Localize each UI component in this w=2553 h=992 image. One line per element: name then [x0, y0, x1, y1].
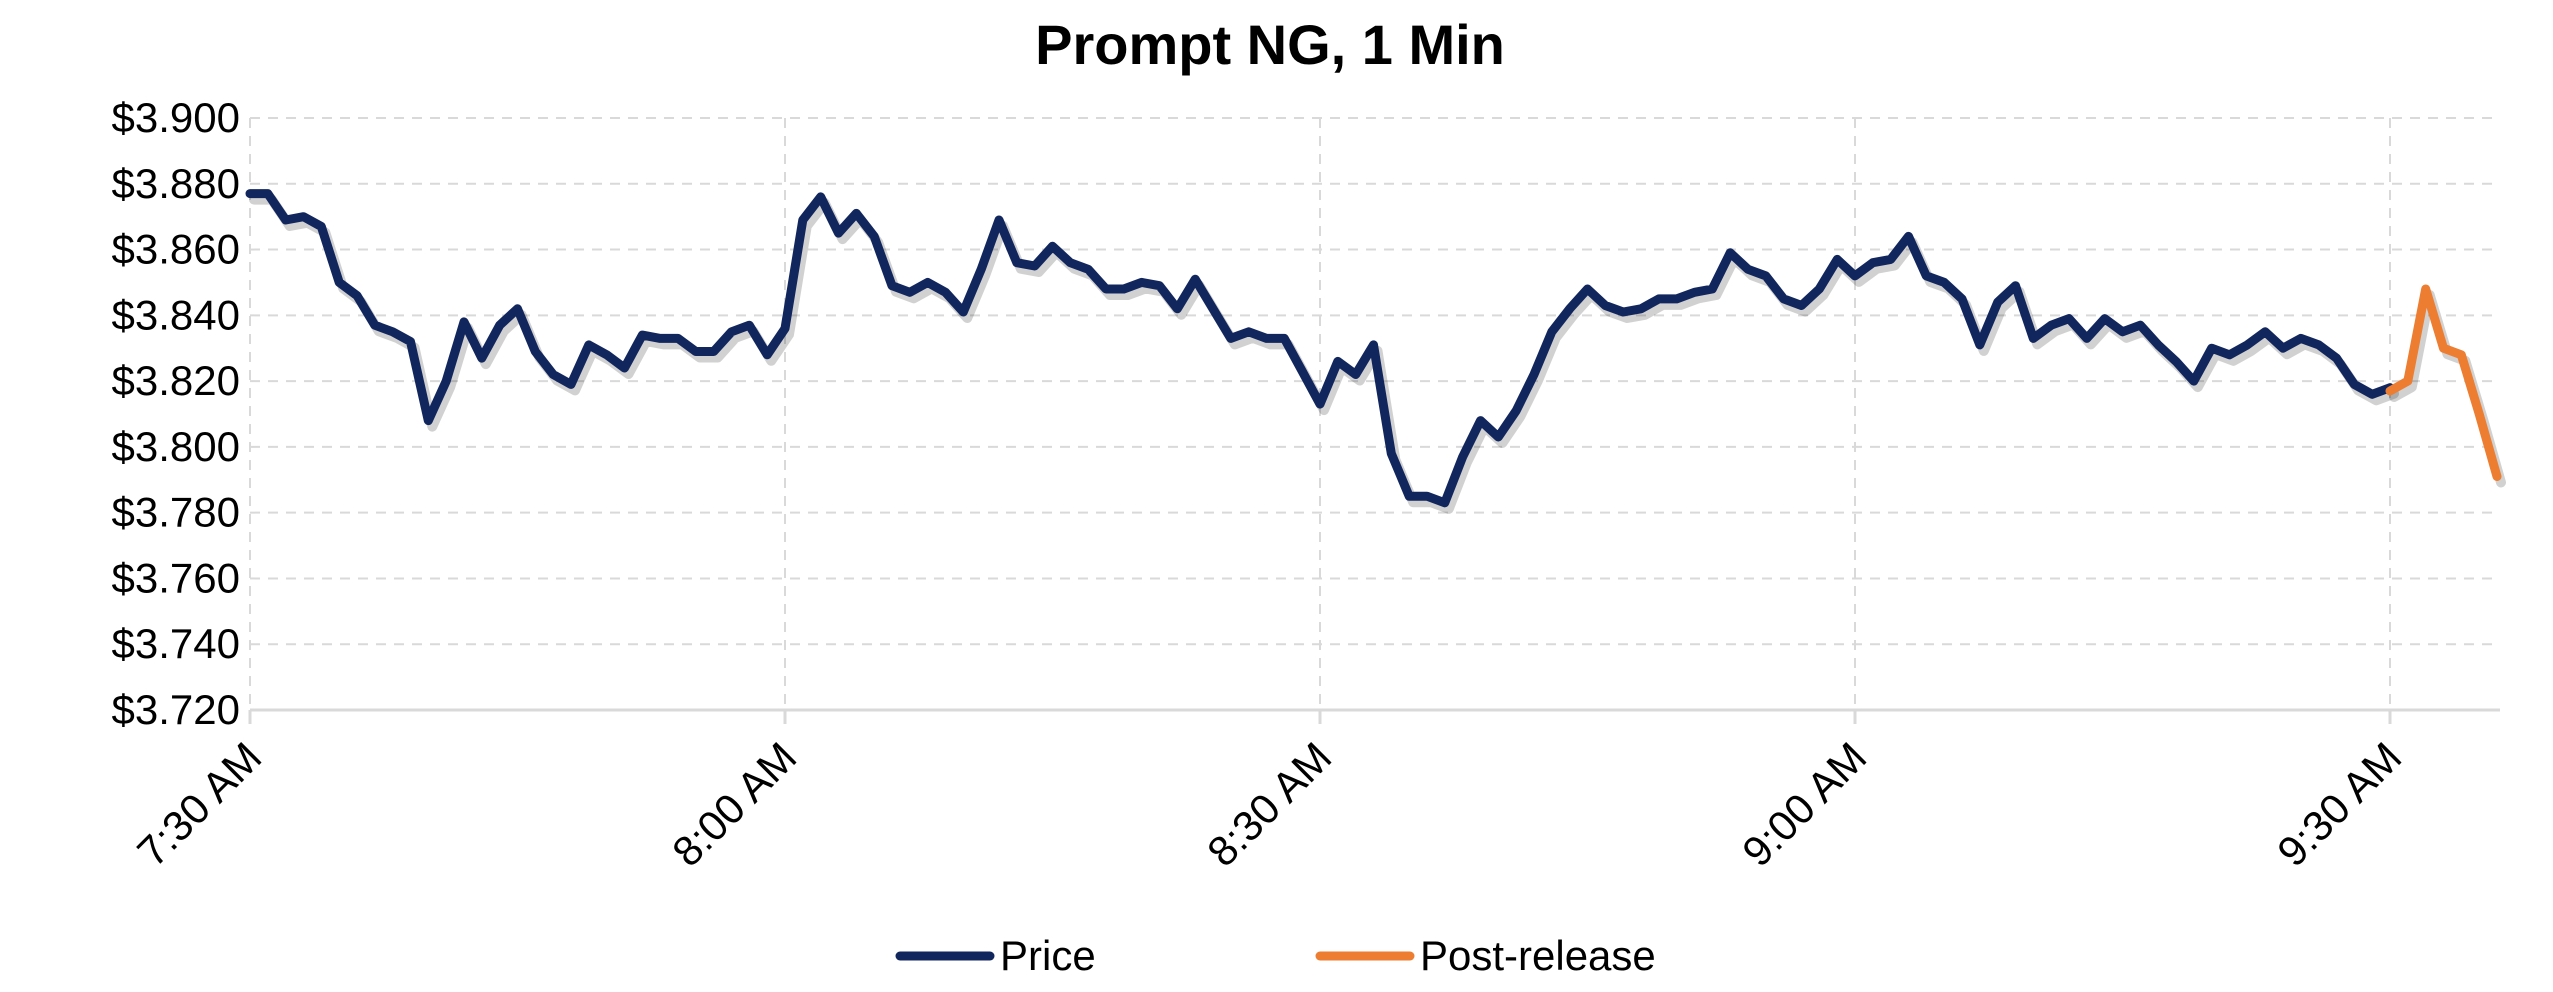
x-tick-label: 9:00 AM [1733, 733, 1875, 875]
y-tick-label: $3.880 [112, 160, 240, 207]
y-tick-label: $3.720 [112, 686, 240, 733]
y-tick-label: $3.800 [112, 423, 240, 470]
y-tick-label: $3.900 [112, 94, 240, 141]
y-tick-label: $3.820 [112, 357, 240, 404]
y-axis-ticks: $3.900 $3.880 $3.860 $3.840 $3.820 $3.800 $3.7… [112, 94, 240, 733]
series-line-price [245, 189, 2395, 508]
legend-item-price: Price [895, 932, 1096, 979]
x-tick-label: 8:00 AM [663, 733, 805, 875]
legend: Price Post-release [895, 932, 1656, 979]
y-tick-label: $3.760 [112, 554, 240, 601]
gridlines [248, 117, 2500, 724]
x-tick-label: 8:30 AM [1198, 733, 1340, 875]
legend-label-price: Price [1000, 932, 1096, 979]
series-shadow-post-release [2389, 290, 2506, 488]
x-axis-ticks: 7:30 AM 8:00 AM 8:30 AM 9:00 AM 9:30 AM [128, 733, 2410, 875]
x-tick-label: 9:30 AM [2268, 733, 2410, 875]
series-shadow-price [249, 194, 2399, 514]
series-lines [245, 189, 2506, 514]
y-tick-label: $3.860 [112, 226, 240, 273]
y-tick-label: $3.840 [112, 291, 240, 338]
y-tick-label: $3.780 [112, 489, 240, 536]
y-tick-label: $3.740 [112, 620, 240, 667]
x-tick-label: 7:30 AM [128, 733, 270, 875]
series-line-post-release [2385, 284, 2502, 481]
legend-label-post-release: Post-release [1420, 932, 1656, 979]
chart-title: Prompt NG, 1 Min [1035, 13, 1505, 76]
legend-item-post-release: Post-release [1315, 932, 1656, 979]
